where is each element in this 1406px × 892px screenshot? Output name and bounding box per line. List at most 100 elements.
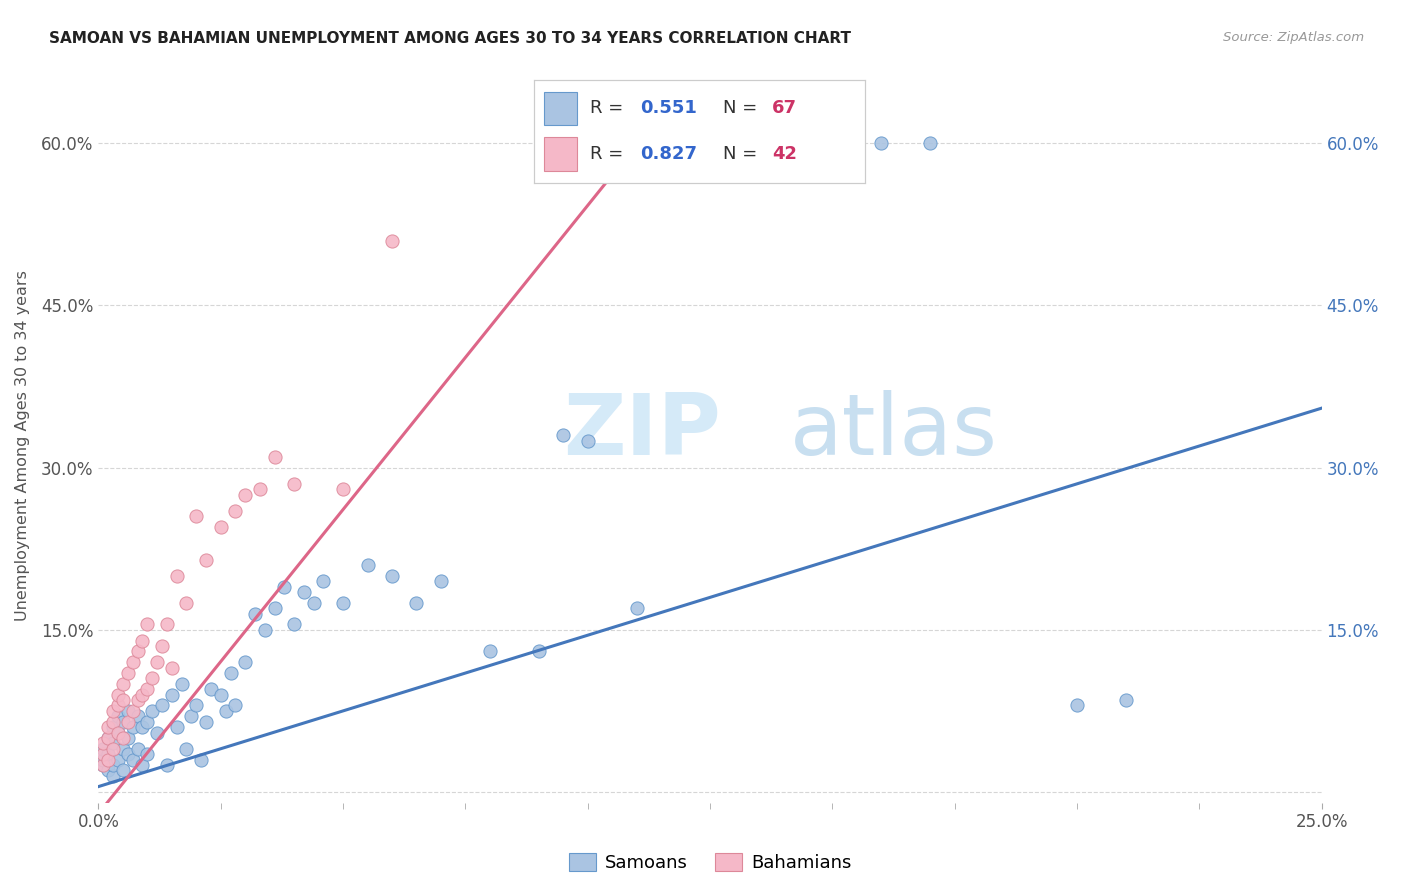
Point <box>117 747 139 761</box>
Point <box>91 736 114 750</box>
Point <box>219 666 242 681</box>
Point <box>107 698 129 713</box>
Point <box>101 736 124 750</box>
Point <box>101 720 124 734</box>
Point <box>332 596 354 610</box>
Point <box>131 633 153 648</box>
Text: 67: 67 <box>772 100 797 118</box>
Point <box>117 731 139 745</box>
Point <box>127 693 149 707</box>
Point <box>127 741 149 756</box>
Point <box>302 596 325 610</box>
Point <box>97 747 120 761</box>
Text: R =: R = <box>591 145 630 162</box>
Text: 42: 42 <box>772 145 797 162</box>
Point <box>121 720 143 734</box>
Point <box>141 672 163 686</box>
Point <box>292 585 315 599</box>
Point <box>127 709 149 723</box>
Point <box>214 704 236 718</box>
Point <box>107 688 129 702</box>
Point <box>117 704 139 718</box>
Point <box>405 596 427 610</box>
Point <box>160 660 183 674</box>
Point <box>111 731 134 745</box>
Point <box>332 482 354 496</box>
Point <box>101 704 124 718</box>
Point <box>146 725 169 739</box>
Point <box>195 714 218 729</box>
Text: Source: ZipAtlas.com: Source: ZipAtlas.com <box>1223 31 1364 45</box>
Point <box>553 428 575 442</box>
Point <box>478 644 501 658</box>
Point <box>136 682 159 697</box>
Point <box>1115 693 1137 707</box>
Point <box>224 504 246 518</box>
Point <box>626 601 648 615</box>
Point <box>121 753 143 767</box>
Point <box>97 720 120 734</box>
Point <box>186 698 208 713</box>
Point <box>160 688 183 702</box>
Point <box>146 655 169 669</box>
Text: ZIP: ZIP <box>564 390 721 474</box>
Point <box>920 136 942 151</box>
Text: N =: N = <box>723 145 762 162</box>
Point <box>200 682 222 697</box>
Point <box>356 558 378 572</box>
Point <box>263 450 285 464</box>
Point <box>136 747 159 761</box>
Point <box>176 596 198 610</box>
Point <box>283 617 305 632</box>
Point <box>101 758 124 772</box>
Point <box>97 731 120 745</box>
Point <box>870 136 893 151</box>
Point <box>209 688 232 702</box>
Point <box>121 704 143 718</box>
Point <box>1066 698 1088 713</box>
Point <box>263 601 285 615</box>
Y-axis label: Unemployment Among Ages 30 to 34 years: Unemployment Among Ages 30 to 34 years <box>15 270 30 622</box>
Point <box>141 704 163 718</box>
Point <box>156 758 179 772</box>
Point <box>111 693 134 707</box>
Point <box>117 666 139 681</box>
Point <box>136 714 159 729</box>
Point <box>186 509 208 524</box>
Point <box>224 698 246 713</box>
Point <box>312 574 335 589</box>
Bar <box>544 136 578 170</box>
Point <box>527 644 550 658</box>
Point <box>101 769 124 783</box>
Point <box>101 741 124 756</box>
Point <box>249 482 271 496</box>
Text: R =: R = <box>591 100 630 118</box>
Point <box>97 753 120 767</box>
Point <box>150 698 173 713</box>
Point <box>176 741 198 756</box>
Point <box>131 688 153 702</box>
Point <box>91 753 114 767</box>
Point <box>381 568 404 582</box>
Point <box>150 639 173 653</box>
Point <box>576 434 599 448</box>
Point <box>156 617 179 632</box>
Point <box>97 731 120 745</box>
Point <box>107 753 129 767</box>
Point <box>91 758 114 772</box>
Point <box>111 677 134 691</box>
Point <box>91 741 114 756</box>
Point <box>209 520 232 534</box>
Point <box>111 764 134 778</box>
Point <box>180 709 202 723</box>
Point <box>91 747 114 761</box>
Point <box>136 617 159 632</box>
Point <box>111 714 134 729</box>
Point <box>111 741 134 756</box>
Point <box>243 607 266 621</box>
Point <box>101 714 124 729</box>
Point <box>166 720 188 734</box>
Point <box>166 568 188 582</box>
Point <box>117 714 139 729</box>
Bar <box>544 92 578 126</box>
